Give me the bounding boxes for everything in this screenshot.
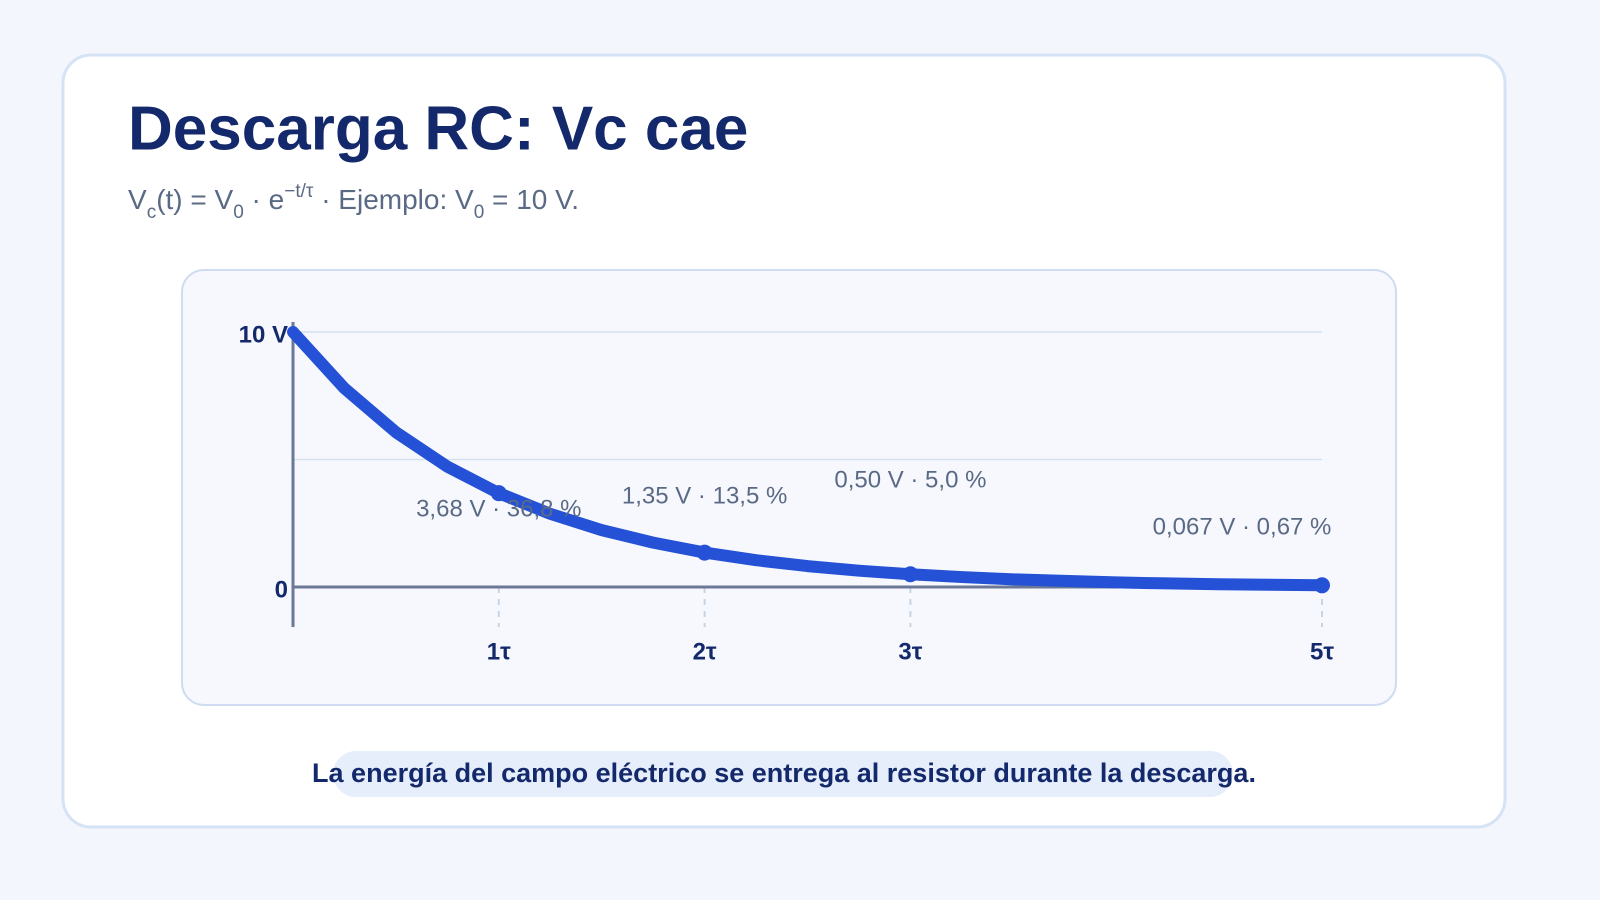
subtitle-part: (t) = V <box>156 184 233 215</box>
subtitle-part: V <box>128 184 147 215</box>
x-tick-label: 3τ <box>898 638 922 665</box>
series-line <box>287 326 1328 592</box>
subtitle-part: · Ejemplo: V <box>313 184 474 215</box>
note-pill <box>333 751 1233 797</box>
x-tick-label: 2τ <box>693 638 717 665</box>
subtitle-part: 0 <box>474 202 485 223</box>
x-tick-label: 5τ <box>1310 638 1334 665</box>
marker <box>1314 577 1330 594</box>
x-tick-label: 1τ <box>487 638 511 665</box>
subtitle-part: c <box>147 202 157 223</box>
annotation-label: 3,68 V · 36,8 % <box>416 495 581 522</box>
plot-panel <box>181 269 1397 706</box>
y-tick-label: 0 <box>275 576 288 603</box>
subtitle-part: −t/τ <box>284 181 314 202</box>
y-tick-label: 10 V <box>239 321 288 348</box>
annotation-label: 0,50 V · 5,0 % <box>834 466 986 493</box>
subtitle-part: 0 <box>233 202 244 223</box>
note: La energía del campo eléctrico se entreg… <box>312 758 1256 788</box>
annotation-label: 0,067 V · 0,67 % <box>1153 513 1332 540</box>
subtitle: Vc(t) = V0 · e−t/τ · Ejemplo: V0 = 10 V. <box>128 181 579 223</box>
annotation-label: 1,35 V · 13,5 % <box>622 482 787 509</box>
chart-title: Descarga RC: Vc cae <box>128 94 748 163</box>
marker <box>696 544 713 561</box>
subtitle-part: · e <box>244 184 284 215</box>
marker <box>490 485 507 502</box>
subtitle-part: = 10 V. <box>484 184 579 215</box>
marker <box>902 566 919 583</box>
